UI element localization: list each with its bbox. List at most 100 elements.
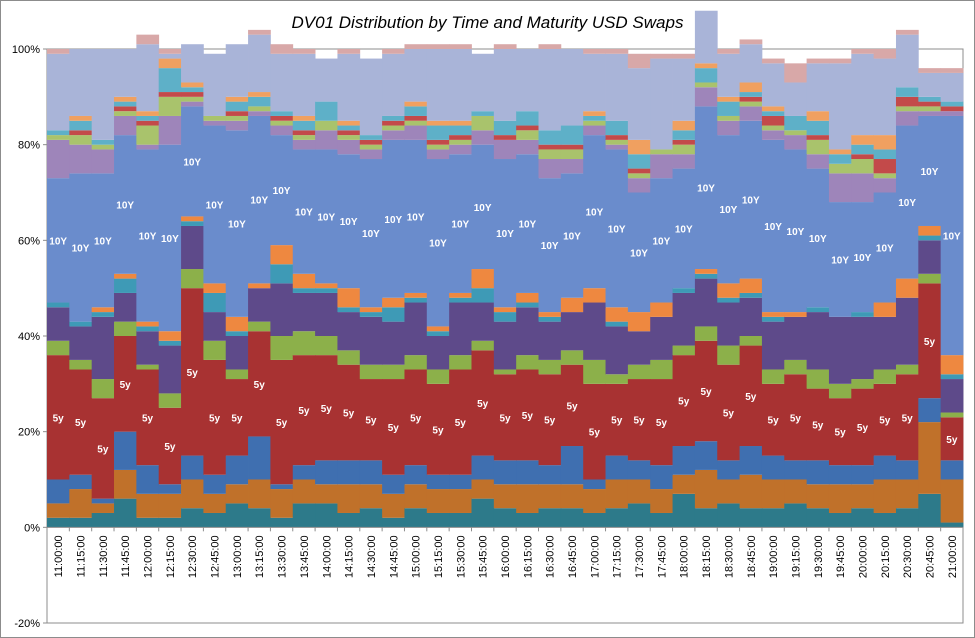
label-5y: 5y	[142, 413, 154, 424]
bar-segment	[828, 202, 852, 317]
bar-segment	[806, 154, 830, 169]
bar-segment	[248, 96, 271, 107]
bar-segment	[895, 87, 919, 97]
bar-segment	[69, 120, 93, 131]
bar-segment	[538, 49, 562, 131]
bar-segment	[761, 316, 785, 322]
bar-segment	[940, 460, 964, 480]
bar-segment	[538, 374, 562, 466]
bar-segment	[873, 455, 897, 480]
bar-segment	[404, 44, 428, 49]
label-10y: 10Y	[630, 248, 648, 259]
bar-segment	[337, 460, 361, 485]
bar-segment	[181, 269, 204, 289]
label-5y: 5y	[477, 399, 489, 410]
bar-segment	[828, 484, 852, 513]
bar-segment	[47, 340, 70, 356]
bar-segment	[516, 512, 539, 528]
bar-segment	[203, 120, 227, 126]
bar-segment	[940, 111, 964, 116]
bar-segment	[650, 149, 673, 155]
bar-segment	[560, 446, 584, 485]
label-5y: 5y	[120, 380, 132, 391]
bar-segment	[940, 374, 964, 380]
bar-segment	[583, 512, 606, 528]
bar-segment	[225, 111, 249, 116]
label-10y: 10Y	[295, 208, 313, 219]
bar-segment	[672, 493, 696, 528]
x-tick-label: 19:30:00	[813, 535, 825, 578]
bar-segment	[717, 345, 740, 365]
bar-segment	[91, 379, 115, 399]
bar-segment	[359, 307, 383, 313]
bar-segment	[627, 312, 651, 332]
bar-segment	[382, 53, 405, 116]
bar-segment	[538, 144, 562, 150]
bar-segment	[493, 139, 517, 160]
bar-segment	[739, 292, 763, 298]
bar-segment	[426, 369, 450, 384]
x-tick-label: 15:00:00	[411, 535, 423, 578]
bar-segment	[449, 355, 472, 370]
bar-segment	[47, 178, 70, 303]
bar-segment	[583, 489, 606, 513]
bar-segment	[761, 125, 785, 131]
bar-segment	[739, 82, 763, 93]
label-5y: 5y	[566, 401, 578, 412]
bar-segment	[516, 302, 539, 308]
label-5y: 5y	[701, 387, 713, 398]
x-tick-label: 15:45:00	[478, 535, 490, 578]
y-tick-label: 40%	[18, 331, 40, 343]
label-10y: 10Y	[787, 227, 805, 238]
bar-segment	[47, 130, 70, 136]
bar-segment	[806, 63, 830, 112]
bar-segment	[404, 292, 428, 298]
bar-segment	[248, 115, 271, 284]
label-10y: 10Y	[183, 157, 201, 168]
bar-segment	[359, 316, 383, 365]
bar-segment	[359, 460, 383, 485]
bar-segment	[516, 139, 539, 155]
bar-segment	[292, 120, 316, 131]
bar-segment	[538, 465, 562, 485]
bar-segment	[91, 139, 115, 145]
bar-segment	[203, 115, 227, 121]
bar-segment	[538, 159, 562, 179]
bar-segment	[426, 489, 450, 513]
bar-segment	[672, 288, 696, 293]
bar-segment	[627, 364, 651, 380]
bar-segment	[828, 383, 852, 399]
bar-segment	[717, 49, 740, 54]
bar-segment	[114, 135, 137, 274]
bar-segment	[918, 398, 942, 423]
bar-segment	[918, 422, 942, 494]
bar-segment	[761, 369, 785, 384]
bar-segment	[493, 369, 517, 375]
bar-segment	[583, 135, 606, 289]
bar-segment	[873, 149, 897, 160]
bar-segment	[315, 460, 338, 485]
bar-segment	[918, 235, 942, 241]
y-tick-label: 80%	[18, 140, 40, 152]
bar-segment	[203, 312, 227, 341]
bar-segment	[538, 44, 562, 49]
bar-segment	[806, 484, 830, 509]
bar-segment	[225, 369, 249, 380]
bar-segment	[91, 149, 115, 174]
bar-segment	[248, 92, 271, 97]
bar-segment	[292, 355, 316, 466]
bar-segment	[583, 383, 606, 480]
bar-segment	[895, 111, 919, 126]
bar-segment	[225, 44, 249, 97]
bar-segment	[225, 503, 249, 528]
bar-segment	[69, 115, 93, 121]
bar-segment	[136, 115, 160, 121]
bar-segment	[203, 493, 227, 513]
bar-segment	[873, 135, 897, 150]
bar-segment	[136, 493, 160, 518]
label-10y: 10Y	[563, 232, 581, 243]
bar-segment	[69, 49, 93, 116]
label-5y: 5y	[432, 425, 444, 436]
bar-segment	[694, 10, 718, 64]
bar-segment	[761, 479, 785, 509]
